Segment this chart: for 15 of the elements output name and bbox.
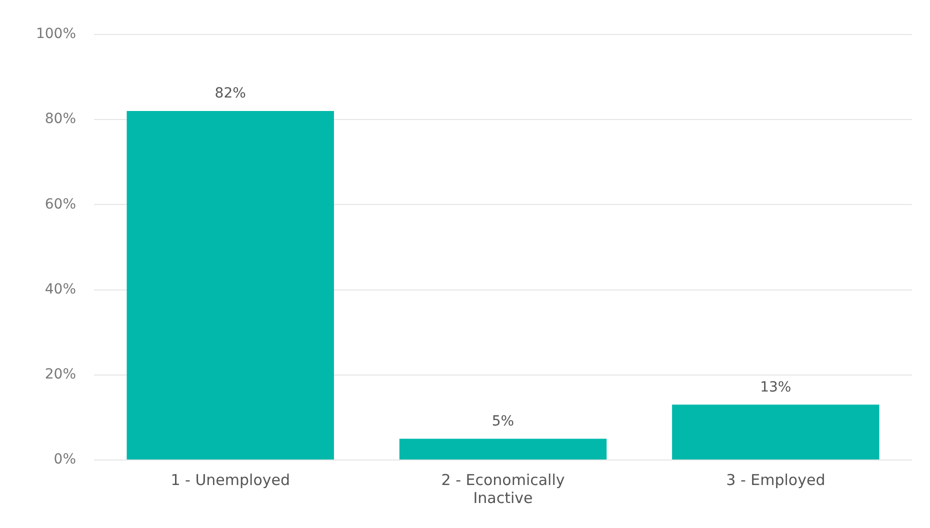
data-label: 13% — [760, 379, 792, 396]
y-tick-label: 80% — [44, 111, 76, 128]
x-tick-label: 3 - Employed — [726, 470, 826, 489]
y-tick-label: 60% — [44, 196, 76, 212]
y-tick-label: 40% — [44, 281, 76, 298]
x-tick-label: 2 - Economically Inactive — [441, 470, 565, 507]
y-tick-label: 100% — [36, 26, 76, 42]
bar — [672, 404, 880, 460]
data-label: 82% — [214, 86, 246, 102]
y-tick-label: 20% — [44, 366, 76, 383]
bar — [399, 438, 607, 460]
data-label: 5% — [492, 413, 514, 430]
x-tick-label: 1 - Unemployed — [170, 470, 290, 489]
bar — [126, 111, 334, 460]
y-tick-label: 0% — [54, 452, 76, 468]
